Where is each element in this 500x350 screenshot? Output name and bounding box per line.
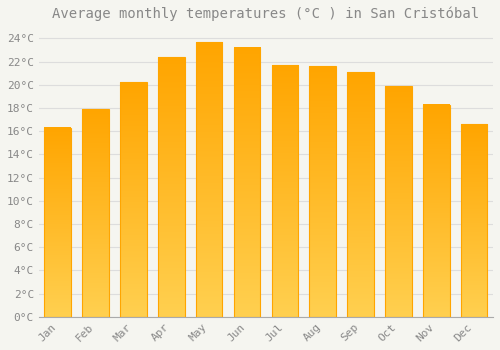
Bar	[196, 42, 222, 317]
Bar	[423, 105, 450, 317]
Bar	[461, 124, 487, 317]
Bar	[158, 57, 184, 317]
Bar	[120, 83, 146, 317]
Bar	[385, 86, 411, 317]
Bar	[82, 109, 109, 317]
Bar	[310, 66, 336, 317]
Bar	[234, 48, 260, 317]
Bar	[272, 65, 298, 317]
Title: Average monthly temperatures (°C ) in San Cristóbal: Average monthly temperatures (°C ) in Sa…	[52, 7, 480, 21]
Bar	[348, 72, 374, 317]
Bar	[44, 128, 71, 317]
